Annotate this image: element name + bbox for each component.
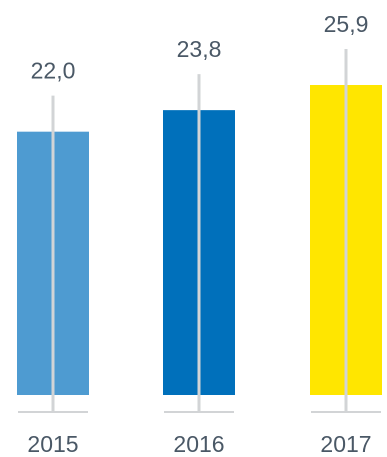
value-label-2015: 22,0 (31, 58, 76, 84)
tick-label-2016: 2016 (173, 431, 224, 457)
value-label-2017: 25,9 (324, 11, 369, 37)
value-label-2016: 23,8 (177, 36, 222, 62)
tick-label-2015: 2015 (27, 431, 78, 457)
tick-label-2017: 2017 (320, 431, 371, 457)
